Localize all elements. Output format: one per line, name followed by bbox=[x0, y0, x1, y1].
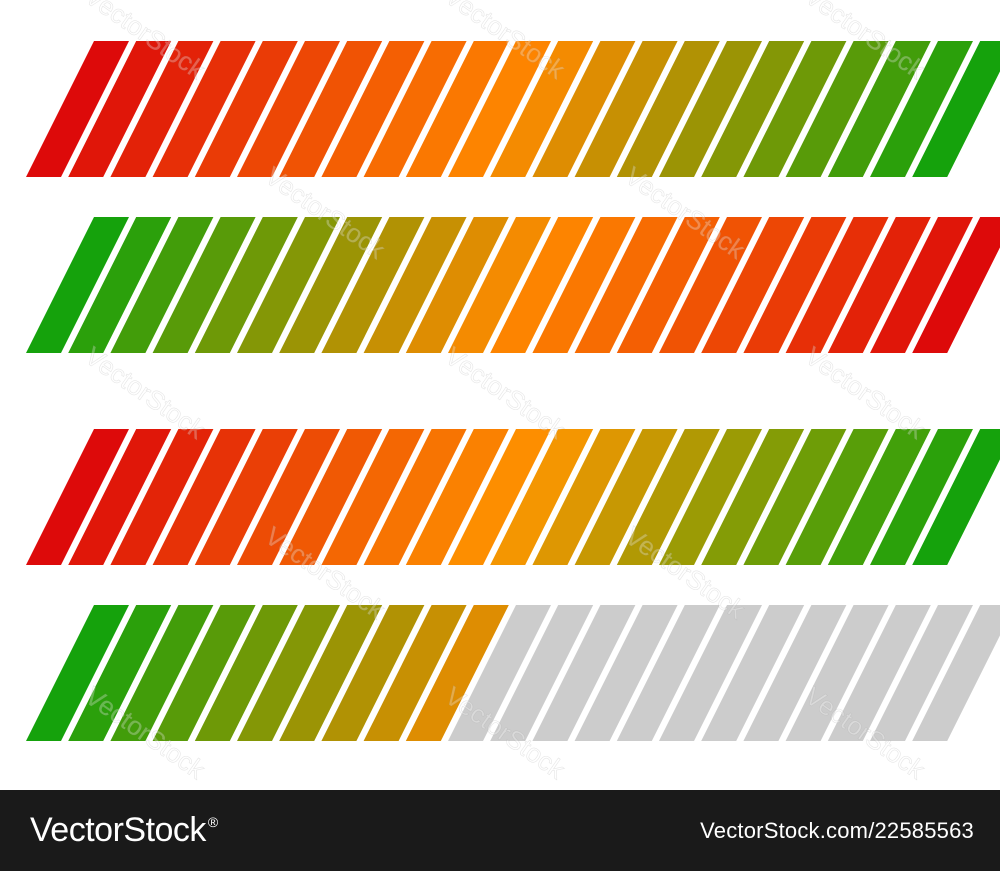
progress-bar-red-to-green bbox=[26, 41, 1000, 177]
progress-bars-graphic bbox=[26, 41, 1000, 741]
bar-segment bbox=[405, 429, 509, 565]
bar-segment bbox=[448, 217, 551, 353]
bar-segment bbox=[363, 41, 467, 177]
bar-segment bbox=[827, 605, 931, 741]
progress-bar-red-to-green-second bbox=[26, 429, 1000, 565]
bar-segment bbox=[237, 217, 340, 353]
bar-segment bbox=[743, 217, 847, 353]
bar-segment bbox=[532, 605, 636, 741]
bar-segment bbox=[574, 41, 678, 177]
bar-segment bbox=[26, 429, 129, 565]
bar-segment bbox=[110, 217, 214, 353]
bar-segment bbox=[110, 429, 214, 565]
bar-segment bbox=[701, 217, 805, 353]
bar-segment bbox=[363, 429, 467, 565]
bar-segment bbox=[490, 41, 594, 177]
bar-segment bbox=[659, 429, 762, 565]
bar-segment bbox=[490, 605, 594, 741]
bar-segment bbox=[827, 41, 931, 177]
bar-segment bbox=[827, 429, 931, 565]
bar-segment bbox=[194, 41, 298, 177]
bar-segment bbox=[68, 429, 172, 565]
bar-segment bbox=[321, 605, 425, 741]
progress-bar-green-to-red bbox=[26, 217, 1000, 353]
bar-segment bbox=[616, 217, 720, 353]
progress-bar-partial-green-to-amber bbox=[26, 605, 1000, 741]
bar-segment bbox=[405, 605, 509, 741]
bar-segment bbox=[490, 217, 594, 353]
registered-mark: ® bbox=[207, 814, 218, 830]
bar-segment bbox=[532, 429, 636, 565]
bar-segment bbox=[405, 217, 509, 353]
bar-segment bbox=[743, 41, 847, 177]
bar-segment bbox=[912, 217, 1000, 353]
bar-segment bbox=[321, 429, 425, 565]
bar-segment bbox=[152, 41, 256, 177]
bar-segment bbox=[912, 605, 1000, 741]
bar-segment bbox=[279, 605, 383, 741]
bar-segment bbox=[448, 41, 551, 177]
bar-segment bbox=[574, 605, 678, 741]
bar-segment bbox=[743, 605, 847, 741]
bar-segment bbox=[194, 429, 298, 565]
bar-segment bbox=[279, 429, 383, 565]
bar-segment bbox=[701, 605, 805, 741]
bar-segment bbox=[659, 605, 762, 741]
bar-segment bbox=[532, 217, 636, 353]
bar-segment bbox=[912, 41, 1000, 177]
footer-bar: VectorStock ® VectorStock.com/22585563 bbox=[0, 790, 1000, 871]
bar-segment bbox=[152, 429, 256, 565]
bar-segment bbox=[490, 429, 594, 565]
bar-segment bbox=[870, 41, 973, 177]
bar-segment bbox=[110, 41, 214, 177]
bar-segment bbox=[701, 41, 805, 177]
bar-segment bbox=[785, 605, 889, 741]
bar-segment bbox=[152, 217, 256, 353]
bar-segment bbox=[68, 605, 172, 741]
bar-segment bbox=[26, 41, 129, 177]
bar-segment bbox=[26, 605, 129, 741]
bar-segment bbox=[405, 41, 509, 177]
bar-segment bbox=[870, 605, 973, 741]
bar-segment bbox=[152, 605, 256, 741]
bar-segment bbox=[616, 41, 720, 177]
bar-segment bbox=[321, 217, 425, 353]
bar-segment bbox=[448, 429, 551, 565]
bar-segment bbox=[363, 217, 467, 353]
bar-segment bbox=[237, 605, 340, 741]
bar-segment bbox=[659, 217, 762, 353]
bar-segment bbox=[743, 429, 847, 565]
bar-segment bbox=[279, 217, 383, 353]
bar-segment bbox=[321, 41, 425, 177]
bar-segment bbox=[785, 217, 889, 353]
bar-segment bbox=[574, 217, 678, 353]
bar-segment bbox=[68, 41, 172, 177]
bar-segment bbox=[363, 605, 467, 741]
bar-segment bbox=[237, 429, 340, 565]
bar-segment bbox=[701, 429, 805, 565]
bar-segment bbox=[194, 605, 298, 741]
bar-segment bbox=[870, 429, 973, 565]
bar-segment bbox=[110, 605, 214, 741]
bar-segment bbox=[785, 429, 889, 565]
brand-logo: VectorStock ® bbox=[30, 811, 218, 850]
bar-segment bbox=[912, 429, 1000, 565]
bar-segment bbox=[827, 217, 931, 353]
bar-segment bbox=[68, 217, 172, 353]
brand-name: VectorStock bbox=[30, 811, 206, 849]
bar-segment bbox=[659, 41, 762, 177]
bar-segment bbox=[279, 41, 383, 177]
bar-segment bbox=[532, 41, 636, 177]
image-id: VectorStock.com/22585563 bbox=[700, 817, 974, 843]
bar-segment bbox=[237, 41, 340, 177]
bar-segment bbox=[785, 41, 889, 177]
bar-segment bbox=[448, 605, 551, 741]
bar-segment bbox=[616, 605, 720, 741]
bar-segment bbox=[870, 217, 973, 353]
bar-segment bbox=[574, 429, 678, 565]
bar-segment bbox=[194, 217, 298, 353]
bar-segment bbox=[26, 217, 129, 353]
bar-segment bbox=[616, 429, 720, 565]
